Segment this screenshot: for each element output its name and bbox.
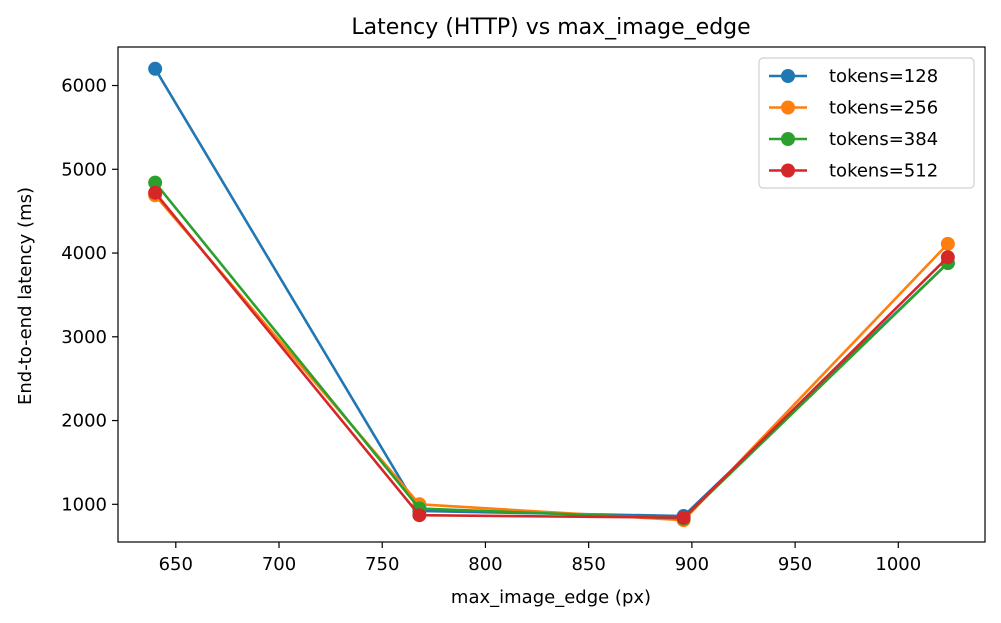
x-tick-label-850: 850 — [571, 554, 605, 575]
legend-box — [758, 57, 975, 189]
y-tick-label-6000: 6000 — [61, 76, 107, 97]
legend-marker-2 — [781, 100, 795, 115]
series-line-3 — [154, 181, 949, 520]
chart-title: Latency (HTTP) vs max_image_edge — [351, 15, 750, 40]
series-2-point-4 — [940, 236, 955, 251]
x-tick-label-950: 950 — [778, 554, 812, 575]
x-axis-label: max_image_edge (px) — [451, 587, 651, 608]
legend-marker-1 — [781, 69, 795, 83]
legend-marker-3 — [781, 132, 795, 146]
series-4-point-1 — [148, 185, 163, 200]
legend-marker-4 — [781, 163, 795, 178]
legend-label-2: tokens=256 — [829, 98, 938, 119]
legend-label-4: tokens=512 — [829, 161, 938, 182]
x-tick-label-1000: 1000 — [875, 554, 921, 575]
plot-frame — [117, 46, 986, 543]
legend-label-3: tokens=384 — [829, 129, 938, 150]
legend-label-1: tokens=128 — [829, 66, 938, 87]
series-line-4 — [154, 191, 949, 520]
series-1-point-1 — [148, 61, 163, 76]
x-tick-label-650: 650 — [159, 554, 193, 575]
y-tick-label-5000: 5000 — [61, 159, 107, 180]
x-tick-label-750: 750 — [365, 554, 399, 575]
series-4-point-3 — [676, 510, 691, 525]
y-axis-label: End-to-end latency (ms) — [15, 187, 36, 405]
series-4-point-2 — [412, 508, 427, 523]
series-4-point-4 — [940, 250, 955, 265]
y-tick-label-1000: 1000 — [61, 494, 107, 515]
series-3-point-1 — [148, 175, 163, 190]
y-tick-label-4000: 4000 — [61, 243, 107, 264]
x-tick-label-800: 800 — [468, 554, 502, 575]
x-tick-label-700: 700 — [262, 554, 296, 575]
legend: tokens=128 tokens=256 tokens=384 tokens=512 — [758, 57, 975, 189]
x-tick-label-900: 900 — [675, 554, 709, 575]
series-line-2 — [154, 194, 949, 522]
y-tick-label-3000: 3000 — [61, 327, 107, 348]
y-tick-label-2000: 2000 — [61, 411, 107, 432]
